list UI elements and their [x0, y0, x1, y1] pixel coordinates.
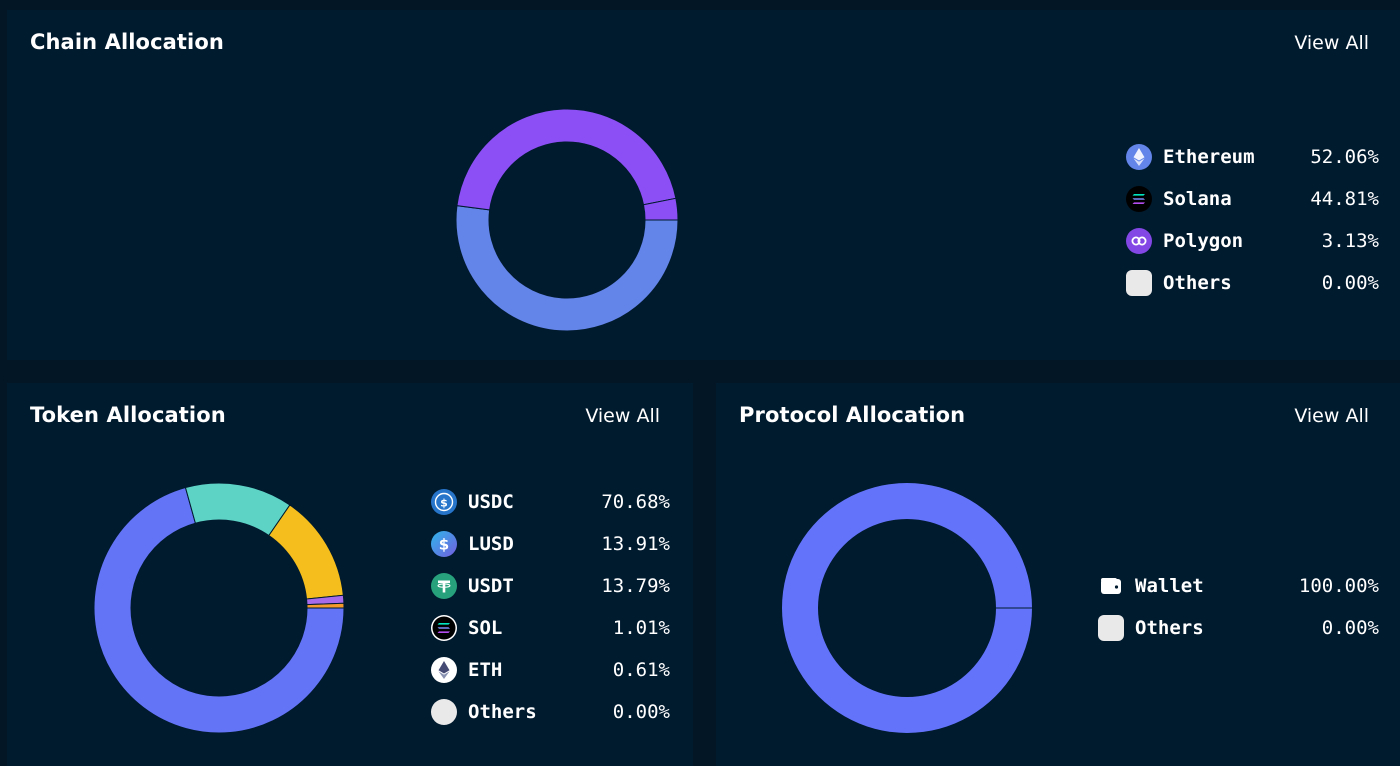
- legend-label: USDC: [468, 491, 514, 513]
- others-dot-icon: [1126, 270, 1152, 296]
- legend-label: Others: [468, 701, 537, 723]
- donut-slice-usdt[interactable]: [268, 504, 344, 600]
- chain-allocation-title: Chain Allocation: [30, 30, 224, 54]
- wallet-icon: [1101, 578, 1121, 594]
- donut-slice-usdc[interactable]: [93, 486, 345, 734]
- legend-item-others[interactable]: Others 0.00%: [1098, 615, 1379, 641]
- legend-item-wallet[interactable]: Wallet 100.00%: [1098, 573, 1379, 599]
- donut-slice-solana[interactable]: [456, 108, 677, 211]
- token-allocation-donut-chart: [93, 482, 345, 734]
- others-dot-icon: [1098, 615, 1124, 641]
- legend-value: 1.01%: [612, 617, 670, 639]
- svg-text:$: $: [439, 535, 449, 553]
- legend-value: 70.68%: [601, 491, 670, 513]
- usdt-icon: [431, 573, 457, 599]
- solana-icon: [1126, 186, 1152, 212]
- protocol-legend: Wallet 100.00% Others 0.00%: [1098, 573, 1379, 643]
- protocol-allocation-title: Protocol Allocation: [739, 403, 966, 427]
- chain-allocation-card: Chain Allocation View All Ethereum 52.06…: [7, 10, 1400, 360]
- legend-label: ETH: [468, 659, 503, 681]
- legend-value: 0.00%: [1321, 617, 1379, 639]
- legend-item-sol[interactable]: SOL 1.01%: [431, 615, 670, 641]
- legend-value: 0.00%: [612, 701, 670, 723]
- legend-label: SOL: [468, 617, 503, 639]
- legend-value: 44.81%: [1310, 188, 1379, 210]
- svg-text:$: $: [440, 496, 448, 509]
- eth-icon: [431, 657, 457, 683]
- donut-slice-ethereum[interactable]: [455, 205, 679, 332]
- legend-value: 13.91%: [601, 533, 670, 555]
- donut-slice-eth[interactable]: [306, 602, 345, 609]
- usdc-icon: $: [431, 489, 457, 515]
- legend-item-ethereum[interactable]: Ethereum 52.06%: [1126, 144, 1379, 170]
- legend-label: Wallet: [1135, 575, 1204, 597]
- legend-item-usdc[interactable]: $ USDC 70.68%: [431, 489, 670, 515]
- token-allocation-title: Token Allocation: [30, 403, 226, 427]
- token-allocation-card: Token Allocation View All $ USDC 70.68% …: [7, 383, 693, 766]
- polygon-icon: [1126, 228, 1152, 254]
- legend-item-eth[interactable]: ETH 0.61%: [431, 657, 670, 683]
- legend-label: Polygon: [1163, 230, 1244, 252]
- legend-item-lusd[interactable]: $ LUSD 13.91%: [431, 531, 670, 557]
- ethereum-icon: [1126, 144, 1152, 170]
- chain-allocation-donut-chart: [455, 108, 679, 332]
- legend-item-others[interactable]: Others 0.00%: [431, 699, 670, 725]
- legend-label: Others: [1135, 617, 1204, 639]
- chain-legend: Ethereum 52.06% Solana 44.81% Polygon 3.…: [1126, 144, 1379, 304]
- legend-value: 52.06%: [1310, 146, 1379, 168]
- others-dot-icon: [431, 699, 457, 725]
- donut-slice-wallet[interactable]: [782, 482, 1032, 733]
- donut-slice-polygon[interactable]: [642, 197, 679, 221]
- legend-item-solana[interactable]: Solana 44.81%: [1126, 186, 1379, 212]
- legend-item-others[interactable]: Others 0.00%: [1126, 270, 1379, 296]
- legend-label: LUSD: [468, 533, 514, 555]
- legend-value: 13.79%: [601, 575, 670, 597]
- sol-icon: [431, 615, 457, 641]
- legend-value: 100.00%: [1298, 575, 1379, 597]
- legend-label: USDT: [468, 575, 514, 597]
- token-view-all-button[interactable]: View All: [585, 405, 660, 427]
- legend-value: 0.00%: [1321, 272, 1379, 294]
- legend-item-polygon[interactable]: Polygon 3.13%: [1126, 228, 1379, 254]
- protocol-allocation-card: Protocol Allocation View All Wallet 100.…: [716, 383, 1400, 766]
- protocol-view-all-button[interactable]: View All: [1294, 405, 1369, 427]
- legend-item-usdt[interactable]: USDT 13.79%: [431, 573, 670, 599]
- lusd-icon: $: [431, 531, 457, 557]
- legend-label: Solana: [1163, 188, 1232, 210]
- legend-label: Ethereum: [1163, 146, 1255, 168]
- protocol-allocation-donut-chart: [782, 482, 1032, 733]
- token-legend: $ USDC 70.68% $ LUSD 13.91%: [431, 489, 670, 729]
- chain-view-all-button[interactable]: View All: [1294, 32, 1369, 54]
- legend-value: 3.13%: [1321, 230, 1379, 252]
- legend-value: 0.61%: [612, 659, 670, 681]
- legend-label: Others: [1163, 272, 1232, 294]
